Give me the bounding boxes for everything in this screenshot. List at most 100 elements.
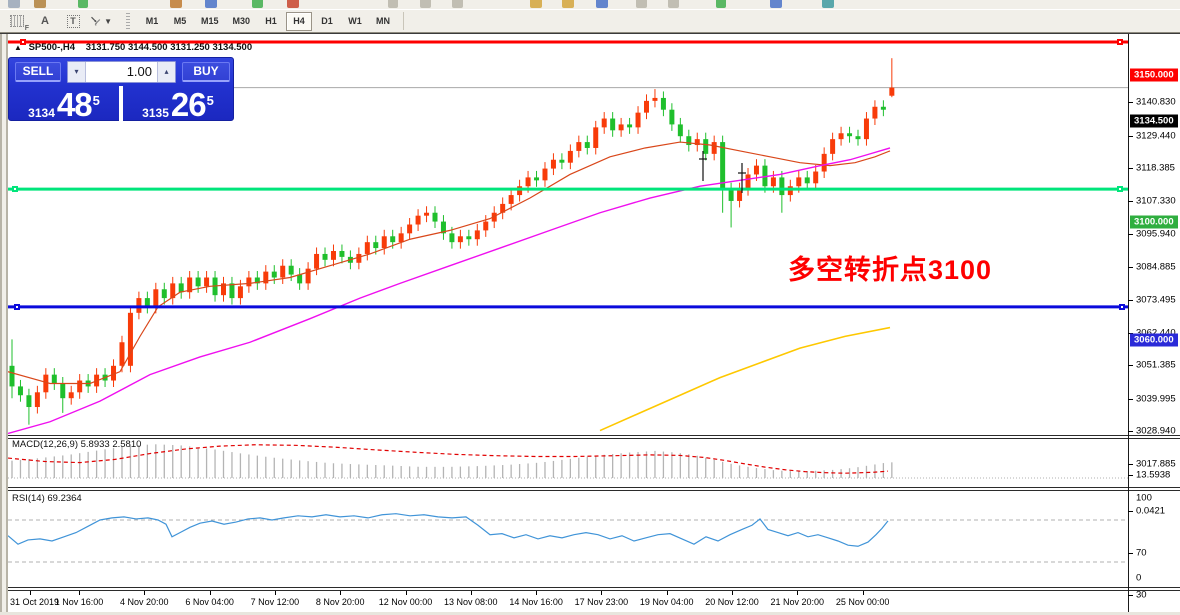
time-label: 1 Nov 16:00 [54,597,104,607]
expand-arrow-icon[interactable]: ▲ [14,43,22,52]
time-label: 14 Nov 16:00 [509,597,563,607]
ma-fast-line[interactable] [8,141,891,385]
window-bottom-edge [0,612,1180,615]
label-a-icon[interactable]: A [41,15,49,27]
time-tick [30,591,31,595]
axis-tick [1128,168,1133,170]
hline-anchor[interactable] [14,303,20,310]
timeframe-button-m5[interactable]: M5 [173,16,187,26]
axis-tick [1128,101,1133,103]
macd-scale-label: 0.0421 [1136,505,1166,517]
buy-price-pip: 5 [206,93,214,108]
axis-tick [1128,474,1133,476]
volume-input[interactable]: 1.00 [126,64,152,79]
time-tick [601,591,603,595]
buy-price-handle: 3135 [142,106,169,120]
chart-window[interactable]: ▲ SP500-,H4 3131.750 3144.500 3131.250 3… [0,33,1180,613]
chart-text-annotation[interactable]: 多空转折点3100 [788,255,993,285]
time-label: 20 Nov 12:00 [705,597,759,607]
price-axis-border [1128,34,1129,613]
volume-increase-button[interactable]: ▴ [157,61,175,82]
toolbar-separator [403,12,405,30]
timeframe-group: M1 M5 M15 M30 H1 H4 D1 W1 MN [138,11,397,31]
buy-button[interactable]: BUY [182,61,230,82]
upper-toolbar-clipped [0,0,1180,10]
axis-tick [1128,234,1133,236]
time-tick [405,591,407,595]
timeframe-button-w1[interactable]: W1 [348,16,362,26]
ma-long-line[interactable] [599,326,891,432]
timeframe-button-h4[interactable]: H4 [286,11,313,31]
toolbar-drag-handle[interactable] [126,13,130,29]
timeframe-button-h1[interactable]: H1 [265,16,277,26]
timeframe-button-m15[interactable]: M15 [201,16,219,26]
axis-tick [1128,553,1133,554]
price-tick-label: 3118.385 [1136,162,1175,174]
window-left-splitter[interactable] [0,34,8,613]
chart-title: ▲ SP500-,H4 3131.750 3144.500 3131.250 3… [14,42,252,53]
hline-anchor[interactable] [12,186,18,193]
rsi-scale-label: 70 [1136,547,1147,559]
sell-price[interactable]: 3134 48 5 [9,86,119,122]
axis-tick [1128,135,1133,137]
axis-tick [1128,431,1133,433]
time-tick [536,591,538,595]
sell-price-big: 48 [56,86,93,123]
time-label: 31 Oct 2019 [10,597,60,607]
clipped-toolbar-icon [452,0,463,8]
clipped-toolbar-icon [78,0,88,8]
hline-anchor[interactable] [1119,303,1125,310]
axis-tick [1128,266,1133,268]
dropdown-caret-icon[interactable]: ▼ [104,16,112,26]
hline-anchor[interactable] [20,39,26,45]
hline-anchor[interactable] [1117,186,1123,193]
time-tick [666,591,668,595]
price-tick-label: 3062.440 [1136,327,1176,338]
time-axis[interactable]: 31 Oct 2019 1 Nov 16:00 4 Nov 20:00 6 Nov 0… [8,591,1128,613]
chart-canvas[interactable] [8,34,1128,591]
clipped-toolbar-icon [287,0,299,8]
grid-profile-icon[interactable] [6,12,29,32]
time-label: 7 Nov 12:00 [250,597,300,607]
crosshair-mark[interactable] [699,151,707,181]
timeframe-button-mn[interactable]: MN [376,16,391,26]
ma-slow-line[interactable] [8,147,891,435]
axis-tick [1128,595,1133,596]
symbol-timeframe: SP500-,H4 [28,42,76,53]
axis-tick [1128,365,1133,367]
timeframe-button-m30[interactable]: M30 [232,16,251,26]
axis-tick [1128,398,1133,400]
time-label: 12 Nov 00:00 [378,597,433,607]
time-label: 17 Nov 23:00 [574,597,629,607]
clipped-toolbar-icon [170,0,182,8]
price-tick-label: 3017.885 [1136,458,1176,470]
macd-scale-label: 13.5938 [1136,469,1171,481]
buy-price[interactable]: 3135 26 5 [123,86,233,122]
time-label: 19 Nov 04:00 [639,597,694,607]
crosshair-mark[interactable] [738,163,746,193]
timeframe-button-m1[interactable]: M1 [145,16,159,26]
volume-decrease-button[interactable]: ▾ [68,61,86,82]
text-box-icon[interactable]: T [62,12,84,30]
price-tick-label: 3039.995 [1136,393,1176,405]
time-tick [732,591,733,595]
panel-separator-rsi[interactable] [8,487,1180,491]
time-tick [274,591,276,595]
hline-anchor[interactable] [1117,39,1123,45]
timeframe-button-d1[interactable]: D1 [321,16,333,26]
time-tick [862,591,864,595]
macd-histogram [11,444,893,478]
time-label: 25 Nov 00:00 [835,597,890,607]
price-tick-label: 3073.495 [1136,294,1176,306]
panel-separator-macd[interactable] [8,435,1180,439]
sell-price-handle: 3134 [28,106,55,120]
price-tick-label: 3051.385 [1136,359,1176,371]
objects-arrows-icon[interactable]: ▼ [90,12,112,30]
time-label: 6 Nov 04:00 [185,597,234,607]
price-badge-3134.500: 3134.500 [1130,114,1178,128]
price-tick-label: 3140.830 [1136,96,1176,108]
time-label: 13 Nov 08:00 [444,597,498,607]
sell-button[interactable]: SELL [15,61,61,82]
clipped-toolbar-icon [34,0,46,8]
ohlc-readout: 3131.750 3144.500 3131.250 3134.500 [85,42,253,53]
